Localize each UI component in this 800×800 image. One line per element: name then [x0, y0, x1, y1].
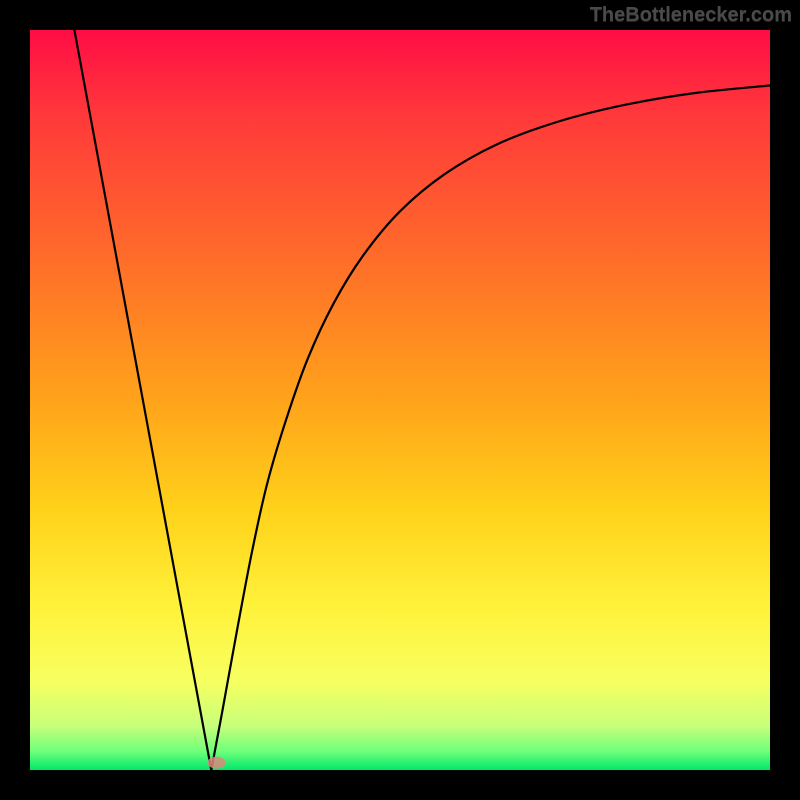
gradient-background: [30, 30, 770, 770]
plot-area: [30, 30, 770, 770]
watermark-text: TheBottlenecker.com: [590, 4, 792, 27]
bottleneck-curve-chart: [30, 30, 770, 770]
chart-container: TheBottlenecker.com: [0, 0, 800, 800]
optimum-marker: [207, 757, 225, 769]
